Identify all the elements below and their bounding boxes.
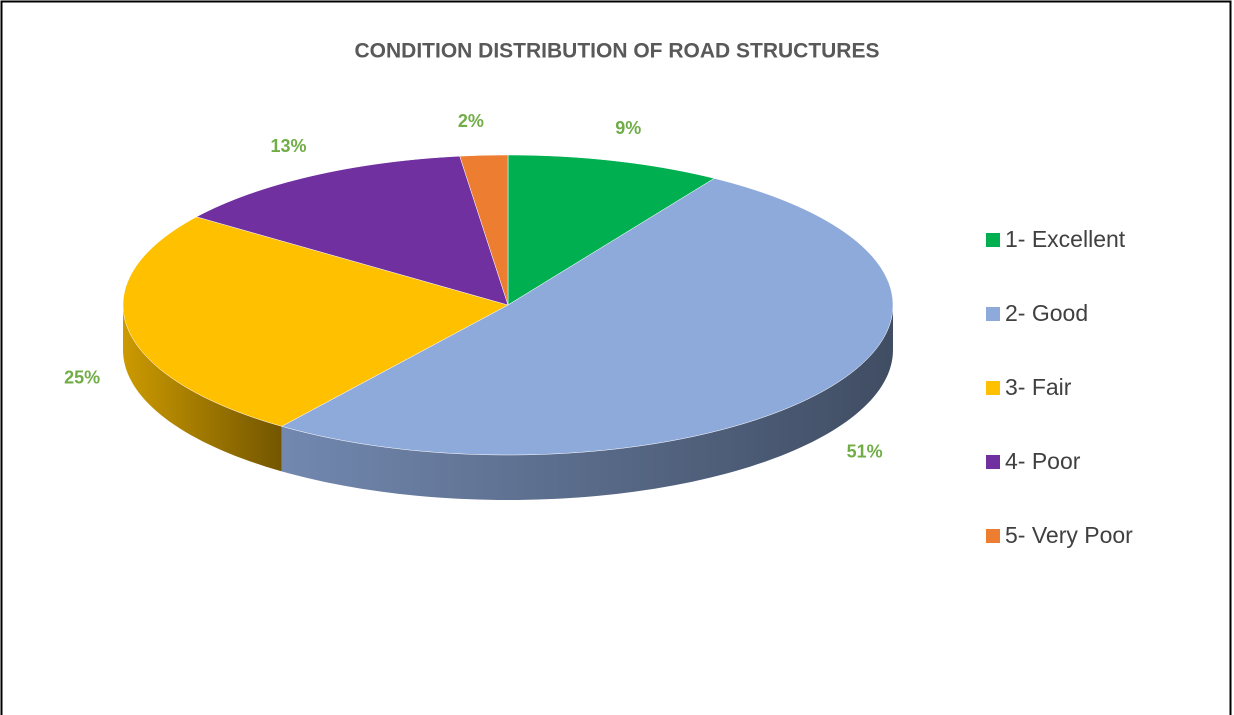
legend-label: 4- Poor: [1005, 448, 1081, 474]
pie-slice: [195, 155, 509, 306]
pie-slice: [281, 178, 894, 456]
data-label: 13%: [270, 136, 306, 156]
data-label: 25%: [64, 367, 100, 387]
data-label: 2%: [458, 111, 484, 131]
legend-swatch: [986, 307, 1000, 321]
legend-swatch: [986, 529, 1000, 543]
pie-side: [281, 305, 894, 500]
pie-slice: [122, 216, 509, 427]
legend-label: 2- Good: [1005, 300, 1088, 326]
pie-sides: [123, 305, 894, 500]
legend-label: 1- Excellent: [1005, 226, 1126, 252]
legend-swatch: [986, 381, 1000, 395]
chart-title: CONDITION DISTRIBUTION OF ROAD STRUCTURE…: [355, 40, 880, 63]
pie-tops: [122, 154, 894, 456]
legend-label: 5- Very Poor: [1005, 522, 1133, 548]
data-label: 9%: [615, 118, 641, 138]
pie-side: [123, 305, 282, 472]
legend: 1- Excellent 2- Good 3- Fair 4- Poor 5- Very…: [986, 226, 1133, 548]
pie-slice: [459, 154, 509, 306]
data-label: 51%: [847, 442, 883, 462]
legend-swatch: [986, 233, 1000, 247]
data-labels: 9% 51% 25% 13% 2%: [64, 111, 883, 462]
legend-label: 3- Fair: [1005, 374, 1072, 400]
legend-swatch: [986, 455, 1000, 469]
pie-slice: [507, 154, 715, 306]
